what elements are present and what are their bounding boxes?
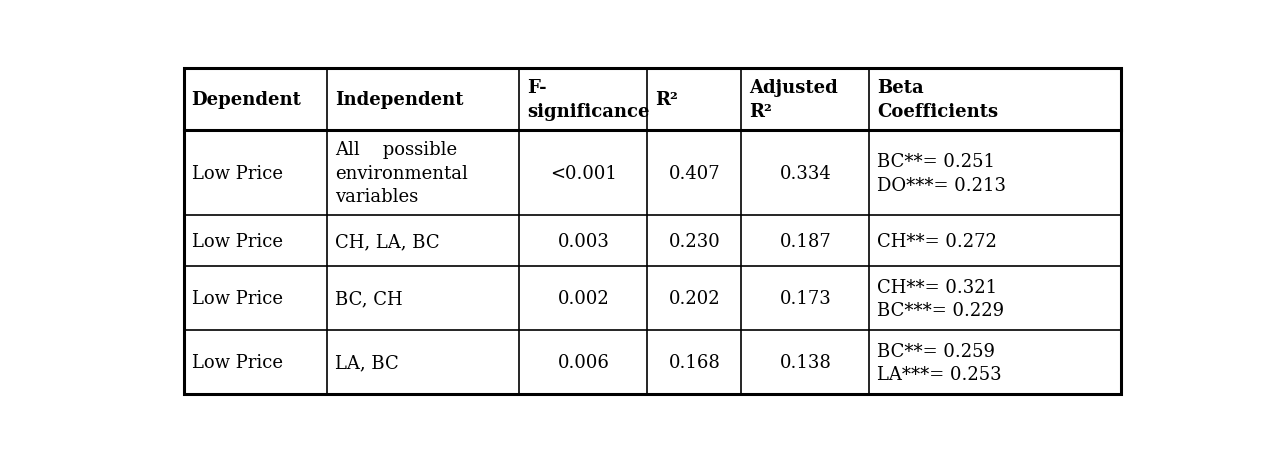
Text: All    possible
environmental
variables: All possible environmental variables xyxy=(335,141,467,206)
Text: Low Price: Low Price xyxy=(192,164,283,182)
Text: <0.001: <0.001 xyxy=(550,164,617,182)
Text: 0.138: 0.138 xyxy=(779,354,831,371)
Text: Low Price: Low Price xyxy=(192,233,283,250)
Text: CH**= 0.272: CH**= 0.272 xyxy=(877,233,997,250)
Text: Low Price: Low Price xyxy=(192,354,283,371)
Text: 0.230: 0.230 xyxy=(668,233,721,250)
Text: Dependent: Dependent xyxy=(192,91,302,109)
Text: Independent: Independent xyxy=(335,91,463,109)
Text: F-
significance: F- significance xyxy=(527,79,649,121)
Text: 0.334: 0.334 xyxy=(779,164,831,182)
Text: CH**= 0.321
BC***= 0.229: CH**= 0.321 BC***= 0.229 xyxy=(877,278,1004,319)
Text: 0.002: 0.002 xyxy=(558,290,610,308)
Text: 0.006: 0.006 xyxy=(558,354,610,371)
Text: BC**= 0.259
LA***= 0.253: BC**= 0.259 LA***= 0.253 xyxy=(877,342,1002,383)
Text: 0.003: 0.003 xyxy=(558,233,610,250)
Text: 0.173: 0.173 xyxy=(779,290,831,308)
Text: BC**= 0.251
DO***= 0.213: BC**= 0.251 DO***= 0.213 xyxy=(877,152,1007,194)
Text: Low Price: Low Price xyxy=(192,290,283,308)
Text: BC, CH: BC, CH xyxy=(335,290,402,308)
Text: 0.187: 0.187 xyxy=(779,233,831,250)
Text: R²: R² xyxy=(656,91,679,109)
Text: Beta
Coefficients: Beta Coefficients xyxy=(877,79,998,121)
Text: Adjusted
R²: Adjusted R² xyxy=(749,79,838,121)
Text: 0.168: 0.168 xyxy=(668,354,721,371)
Text: LA, BC: LA, BC xyxy=(335,354,398,371)
Text: 0.407: 0.407 xyxy=(668,164,721,182)
Text: 0.202: 0.202 xyxy=(668,290,721,308)
Text: CH, LA, BC: CH, LA, BC xyxy=(335,233,439,250)
